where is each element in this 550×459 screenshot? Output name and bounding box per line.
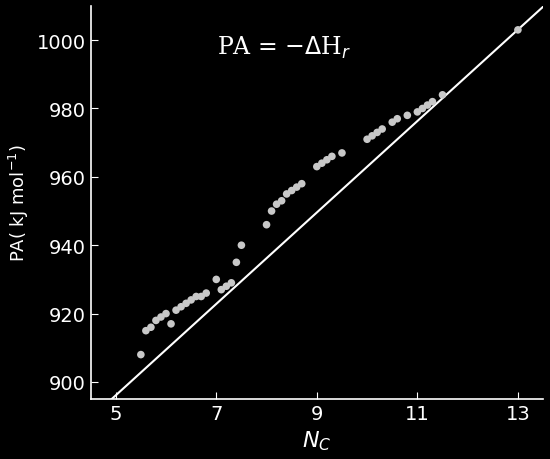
Point (192, 293, 201, 301)
Point (217, 286, 226, 294)
Point (287, 187, 296, 195)
Point (322, 157, 331, 164)
Point (222, 283, 231, 290)
Point (338, 150, 346, 157)
Point (312, 163, 321, 171)
Point (267, 208, 276, 215)
Point (327, 153, 336, 161)
Point (227, 280, 236, 287)
Point (157, 313, 166, 321)
Point (177, 303, 185, 311)
Point (298, 181, 306, 188)
Point (388, 119, 397, 127)
Point (136, 351, 145, 358)
Point (413, 109, 422, 116)
Text: PA = $-\Delta$H$_r$: PA = $-\Delta$H$_r$ (217, 34, 351, 61)
Point (418, 106, 427, 113)
Point (152, 317, 161, 325)
Point (182, 300, 190, 308)
Point (141, 327, 150, 335)
Point (262, 222, 271, 229)
Point (368, 133, 377, 140)
Point (197, 293, 206, 301)
Point (428, 99, 437, 106)
Point (378, 126, 387, 134)
X-axis label: $N_C$: $N_C$ (302, 429, 332, 452)
Point (172, 307, 180, 314)
Point (282, 191, 291, 198)
Point (162, 310, 170, 318)
Point (373, 129, 382, 137)
Point (237, 242, 246, 249)
Point (423, 102, 432, 110)
Point (232, 259, 241, 266)
Point (277, 198, 286, 205)
Point (317, 160, 326, 168)
Point (187, 297, 196, 304)
Point (438, 92, 447, 99)
Point (292, 184, 301, 191)
Point (403, 112, 412, 120)
Point (167, 320, 175, 328)
Point (514, 27, 522, 34)
Point (146, 324, 155, 331)
Point (106, 403, 115, 410)
Point (272, 201, 281, 208)
Y-axis label: PA( kJ mol$^{-1}$): PA( kJ mol$^{-1}$) (7, 145, 31, 262)
Point (393, 116, 402, 123)
Point (212, 276, 221, 284)
Point (202, 290, 211, 297)
Point (362, 136, 371, 144)
